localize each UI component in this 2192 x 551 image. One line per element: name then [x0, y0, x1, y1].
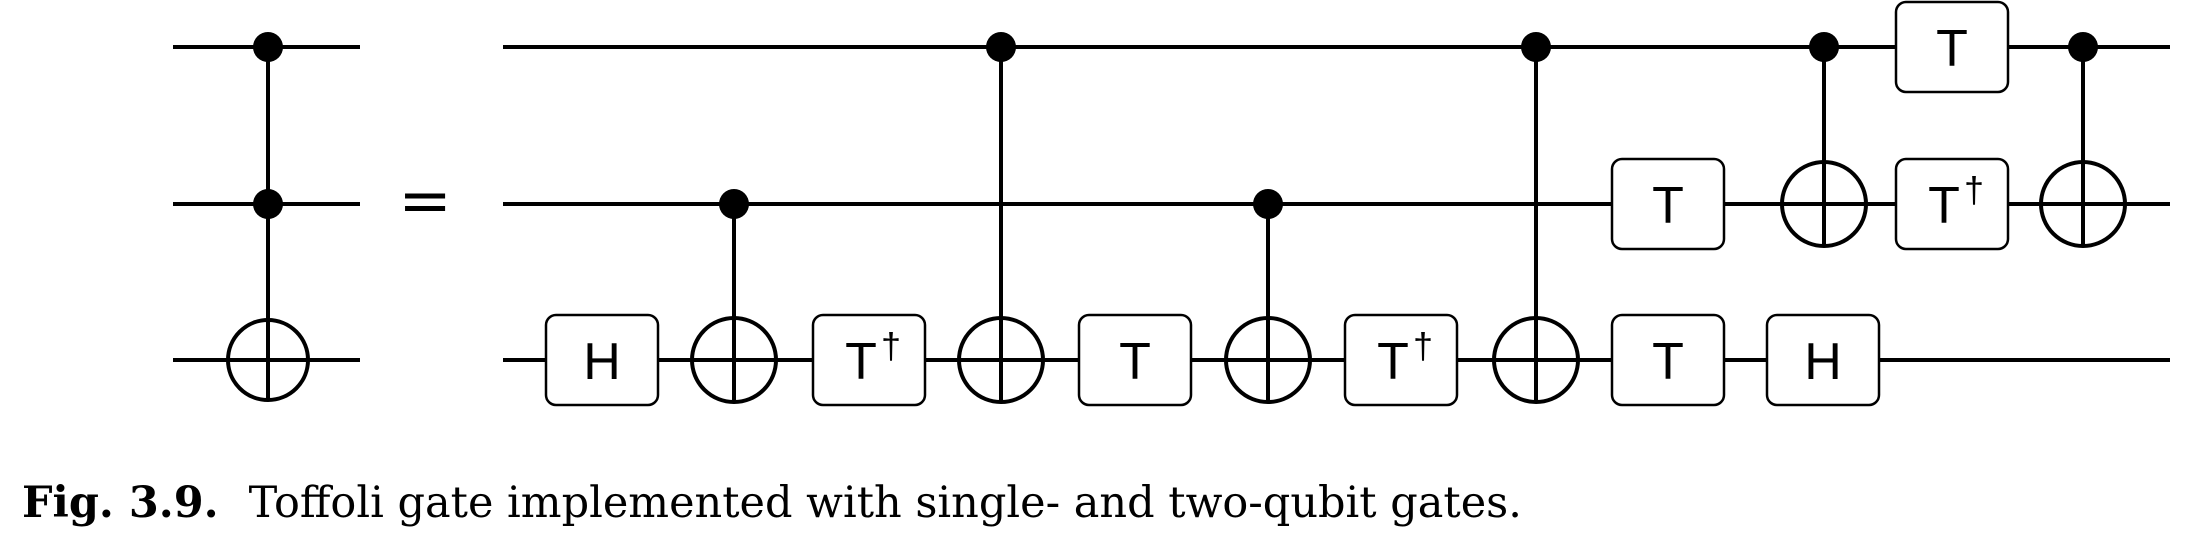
lhs-control-dot-middle [253, 189, 283, 219]
cnot-gate [957, 32, 1045, 404]
gate-box [1077, 313, 1193, 407]
gate-label: T [1936, 20, 1968, 78]
rhs-wires [503, 45, 2170, 362]
gate-label: T [1928, 177, 1960, 235]
cnot-gate [1780, 32, 1868, 248]
cnot-gate [1492, 32, 1580, 404]
gate-label: T [1119, 333, 1151, 391]
dagger-superscript: † [1413, 325, 1433, 366]
caption-label: Fig. 3.9. [22, 478, 219, 528]
gate-box [1343, 313, 1459, 407]
cnot-control-dot [1809, 32, 1839, 62]
cnot-control-dot [1521, 32, 1551, 62]
gate-t: T [1077, 313, 1193, 407]
dagger-superscript: † [1964, 169, 1984, 210]
caption-text: Toffoli gate implemented with single- an… [248, 478, 1522, 528]
lhs-control-dot-top [253, 32, 283, 62]
cnot-gate [1224, 189, 1312, 404]
gate-label: H [583, 333, 621, 391]
cnot-control-dot [986, 32, 1016, 62]
gate-label: H [1804, 333, 1842, 391]
gate-box [1610, 157, 1726, 251]
toffoli-gate-symbol [173, 32, 360, 402]
gate-t: T [1894, 0, 2010, 94]
dagger-superscript: † [881, 325, 901, 366]
cnot-control-dot [719, 189, 749, 219]
gate-t-dagger: T † [1894, 157, 2010, 251]
gate-box [1894, 0, 2010, 94]
cnot-gate [690, 189, 778, 404]
gate-box [1610, 313, 1726, 407]
circuit-diagram: = H T † T T †TT HTT † [173, 0, 2170, 407]
rhs-gates: H T † T T †TT HTT † [544, 0, 2127, 407]
cnot-control-dot [1253, 189, 1283, 219]
gate-label: T [1652, 333, 1684, 391]
gate-box [544, 313, 660, 407]
gate-box [1765, 313, 1881, 407]
gate-t-dagger: T † [1343, 313, 1459, 407]
gate-label: T [845, 333, 877, 391]
equals-sign: = [398, 164, 452, 238]
cnot-control-dot [2068, 32, 2098, 62]
gate-t: T [1610, 157, 1726, 251]
gate-box [1894, 157, 2010, 251]
figure-caption: Fig. 3.9. Toffoli gate implemented with s… [22, 478, 1522, 528]
gate-label: T [1377, 333, 1409, 391]
gate-h: H [544, 313, 660, 407]
gate-box [811, 313, 927, 407]
gate-t-dagger: T † [811, 313, 927, 407]
gate-h: H [1765, 313, 1881, 407]
gate-t: T [1610, 313, 1726, 407]
gate-label: T [1652, 177, 1684, 235]
cnot-gate [2039, 32, 2127, 248]
